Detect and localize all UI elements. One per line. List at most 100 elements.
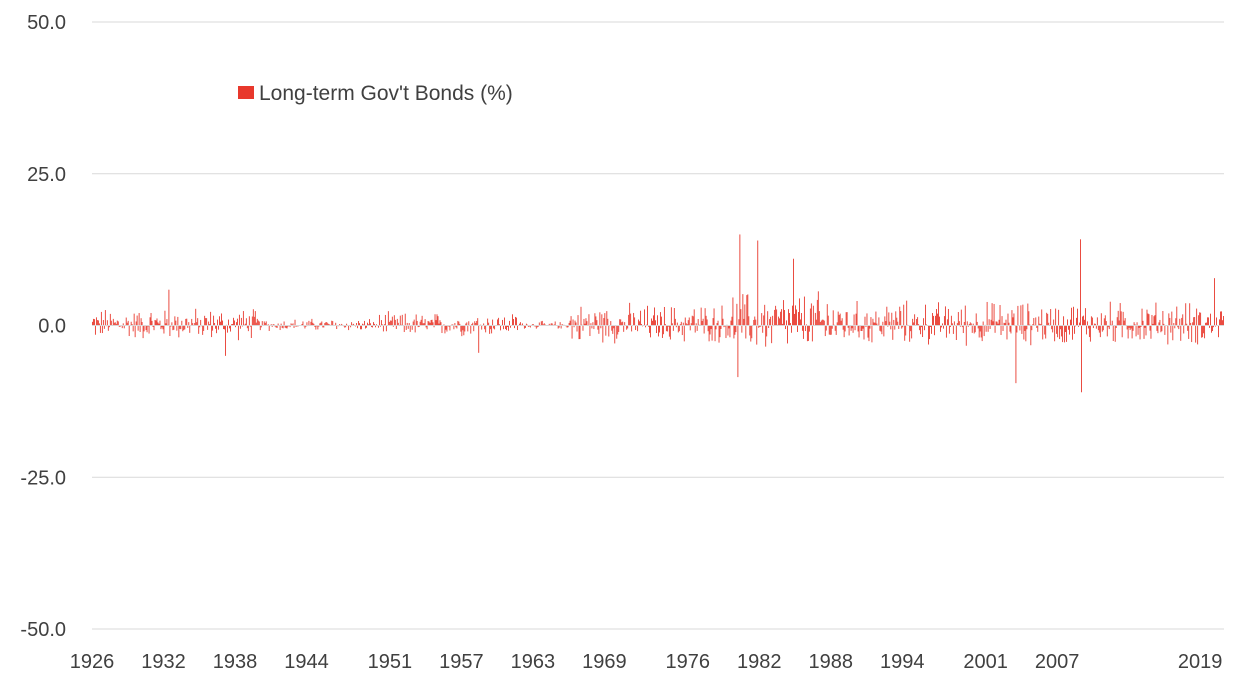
- bar: [1082, 315, 1084, 326]
- bar: [1160, 325, 1162, 333]
- bar: [134, 325, 136, 338]
- bar: [1006, 325, 1008, 340]
- bar: [664, 324, 666, 326]
- bar: [648, 325, 649, 327]
- bar: [599, 312, 601, 326]
- x-tick-label: 1926: [70, 651, 115, 673]
- bar: [370, 323, 371, 326]
- bar: [761, 313, 763, 326]
- bar: [165, 323, 167, 326]
- bar: [780, 311, 782, 326]
- bar: [812, 305, 814, 326]
- bar: [280, 323, 282, 326]
- bar: [982, 321, 984, 326]
- bar: [961, 325, 963, 328]
- bar: [889, 321, 891, 326]
- bar: [1030, 325, 1032, 346]
- bar: [448, 325, 450, 327]
- bar: [1032, 324, 1034, 326]
- bar: [476, 320, 478, 326]
- bar: [403, 325, 405, 333]
- bar: [755, 319, 757, 326]
- bar: [1149, 325, 1151, 331]
- bar: [886, 306, 888, 326]
- bar: [500, 325, 502, 331]
- bar: [791, 325, 792, 333]
- bar: [327, 323, 329, 326]
- bar: [275, 325, 277, 328]
- bar: [146, 325, 148, 333]
- bar: [914, 314, 916, 326]
- bar: [434, 314, 436, 326]
- bar: [616, 325, 618, 339]
- x-tick-label: 1969: [582, 651, 627, 673]
- bar: [404, 313, 406, 326]
- bar: [1133, 322, 1135, 326]
- bar: [1194, 317, 1196, 326]
- bar: [661, 325, 663, 338]
- bar: [772, 315, 774, 326]
- bar: [132, 325, 134, 332]
- bar: [247, 325, 249, 332]
- bar: [407, 325, 409, 329]
- bar: [741, 325, 743, 333]
- bar: [902, 325, 904, 328]
- bar: [424, 319, 426, 326]
- bar: [728, 325, 730, 329]
- bar: [876, 323, 878, 326]
- bar: [430, 320, 432, 326]
- bar: [312, 322, 314, 326]
- bar: [1098, 325, 1100, 333]
- bar: [930, 325, 931, 328]
- bar: [878, 317, 880, 326]
- bar: [422, 323, 424, 326]
- bar: [841, 318, 843, 326]
- bar: [245, 318, 247, 326]
- bar: [916, 319, 918, 326]
- bar: [770, 316, 772, 326]
- bar: [952, 325, 954, 334]
- bar: [366, 325, 367, 328]
- bar: [844, 325, 846, 332]
- bar: [1114, 325, 1116, 342]
- bar: [351, 322, 353, 326]
- bar: [207, 325, 209, 330]
- bar: [527, 325, 529, 327]
- x-tick-label: 1938: [213, 651, 258, 673]
- bar: [689, 325, 691, 331]
- bar: [515, 316, 516, 326]
- bar: [109, 313, 111, 326]
- bar: [128, 325, 130, 337]
- bar: [944, 306, 946, 326]
- bar: [1206, 322, 1208, 326]
- bar: [920, 325, 922, 335]
- bar: [459, 323, 461, 326]
- bar: [766, 325, 768, 337]
- bar: [375, 324, 377, 326]
- bar: [1021, 325, 1023, 334]
- bar: [808, 325, 810, 332]
- bar: [1085, 325, 1087, 335]
- bar: [246, 325, 248, 329]
- y-tick-label: -50.0: [20, 619, 66, 641]
- bar: [180, 325, 182, 330]
- bar: [894, 325, 896, 330]
- bar: [162, 325, 164, 330]
- bar: [1059, 325, 1061, 340]
- bar: [107, 325, 109, 331]
- bar: [687, 320, 689, 326]
- bar: [1058, 309, 1060, 326]
- bar: [1038, 316, 1040, 326]
- bar: [113, 322, 115, 326]
- y-tick-label: 50.0: [27, 12, 66, 34]
- bar: [108, 325, 110, 328]
- bar: [264, 322, 266, 326]
- bar: [800, 313, 802, 326]
- bar: [745, 325, 747, 339]
- bar: [225, 325, 226, 356]
- bar: [281, 325, 283, 328]
- bar: [170, 325, 172, 327]
- bar: [175, 320, 177, 326]
- bar: [835, 325, 837, 335]
